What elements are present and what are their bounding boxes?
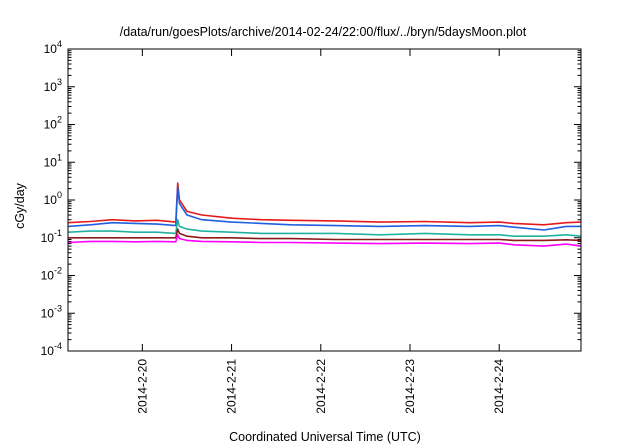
y-tick-label: 10-3	[41, 303, 62, 320]
y-tick-label: 10-4	[41, 341, 62, 358]
y-tick-exponent: -4	[54, 341, 62, 351]
series-line-1	[67, 182, 582, 226]
y-tick-label: 10-2	[41, 266, 62, 283]
y-tick-base: 10	[41, 344, 55, 358]
y-tick-base: 10	[41, 269, 55, 283]
y-tick-exponent: 4	[57, 39, 62, 49]
x-axis-ticks: 2014-2-20 2014-2-21 2014-2-22 2014-2-23 2014…	[135, 49, 506, 414]
y-tick-label: 104	[44, 39, 62, 56]
y-tick-base: 10	[44, 155, 58, 169]
y-tick-base: 10	[44, 118, 58, 132]
y-tick-base: 10	[44, 42, 58, 56]
y-tick-base: 10	[41, 231, 55, 245]
y-tick-label: 10-1	[41, 228, 62, 245]
y-tick-base: 10	[44, 80, 58, 94]
y-tick-exponent: 3	[57, 77, 62, 87]
y-tick-base: 10	[44, 193, 58, 207]
y-tick-exponent: -3	[54, 303, 62, 313]
y-tick-exponent: -2	[54, 266, 62, 276]
y-tick-exponent: -1	[54, 228, 62, 238]
x-axis-label: Coordinated Universal Time (UTC)	[229, 430, 421, 444]
y-tick-exponent: 1	[57, 152, 62, 162]
series-line-4	[68, 228, 582, 242]
x-tick-label: 2014-2-21	[225, 359, 239, 414]
y-tick-label: 100	[44, 190, 62, 207]
x-tick-label: 2014-2-20	[135, 359, 149, 414]
chart-title: /data/run/goesPlots/archive/2014-02-24/2…	[120, 25, 527, 39]
y-tick-exponent: 2	[57, 115, 62, 125]
series-line-5	[67, 234, 582, 247]
x-tick-label: 2014-2-23	[403, 359, 417, 414]
y-axis-label: cGy/day	[13, 182, 27, 229]
x-tick-label: 2014-2-22	[314, 359, 328, 414]
y-tick-label: 102	[44, 115, 62, 132]
y-tick-label: 103	[44, 77, 62, 94]
y-tick-base: 10	[41, 306, 55, 320]
x-tick-label: 2014-2-24	[492, 359, 506, 414]
plot-frame	[67, 48, 582, 352]
plot-series	[67, 182, 582, 247]
series-line-2	[67, 186, 581, 231]
series-line-3	[67, 218, 582, 237]
y-tick-label: 101	[44, 152, 62, 169]
y-tick-exponent: 0	[57, 190, 62, 200]
